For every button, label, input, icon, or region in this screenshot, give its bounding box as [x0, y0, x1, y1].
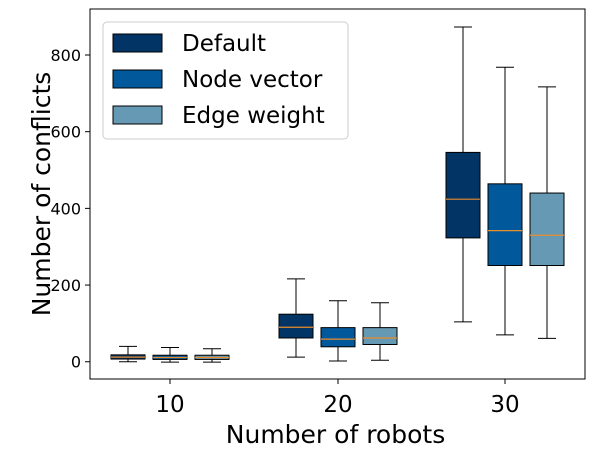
- box-default-10: [110, 345, 146, 363]
- box-iqr: [278, 313, 314, 339]
- x-tick-label: 30: [490, 392, 519, 418]
- legend-swatch: [112, 33, 163, 53]
- legend-box: [102, 21, 349, 140]
- box-iqr: [487, 183, 523, 267]
- box-node-vector-10: [152, 347, 188, 363]
- x-tick-label: 20: [323, 392, 352, 418]
- axes: 0 200 400 600 800 10 20 30 Number of robots Numbe…: [27, 8, 586, 449]
- legend-label: Default: [182, 31, 266, 57]
- box-edge-weight-20: [362, 302, 398, 361]
- box-iqr: [529, 192, 565, 267]
- y-axis-title: Number of conflicts: [27, 72, 56, 317]
- y-tick-label: 600: [50, 123, 81, 142]
- box-node-vector-30: [487, 66, 523, 336]
- x-axis-title: Number of robots: [226, 420, 445, 449]
- box-iqr: [362, 327, 398, 345]
- x-tick-label: 10: [155, 392, 184, 418]
- box-iqr: [445, 151, 481, 239]
- box-default-20: [278, 278, 314, 358]
- box-edge-weight-30: [529, 86, 565, 339]
- box-edge-weight-10: [194, 348, 230, 363]
- legend: Default Node vector Edge weight: [102, 21, 349, 140]
- y-tick-label: 400: [50, 199, 81, 218]
- legend-label: Edge weight: [182, 103, 325, 129]
- box-node-vector-20: [320, 300, 356, 362]
- legend-swatch: [112, 69, 163, 89]
- legend-swatch: [112, 105, 163, 125]
- box-iqr: [320, 327, 356, 348]
- box-default-30: [445, 26, 481, 323]
- y-tick-label: 0: [71, 353, 81, 372]
- plot-area: [110, 26, 565, 363]
- legend-label: Node vector: [182, 67, 323, 93]
- y-tick-label: 200: [50, 276, 81, 295]
- y-tick-label: 800: [50, 46, 81, 65]
